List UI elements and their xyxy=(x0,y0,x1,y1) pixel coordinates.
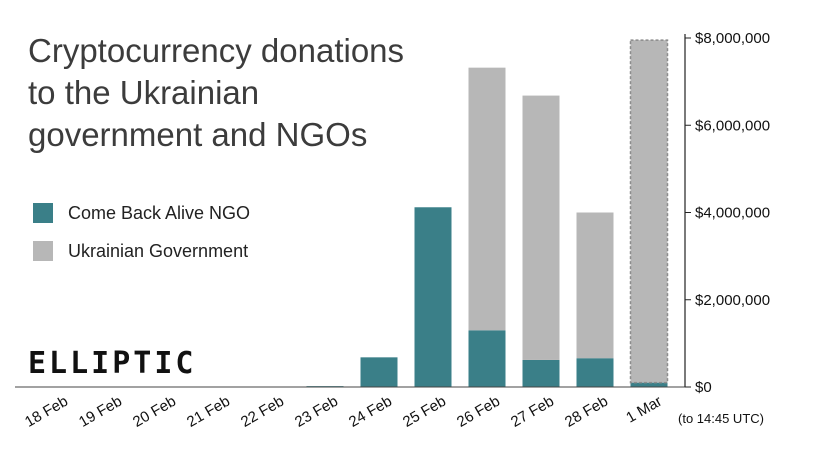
x-axis: 18 Feb 19 Feb 20 Feb 21 Feb 22 Feb 23 Feb 24 F… xyxy=(22,393,665,431)
legend-label-come-back-alive: Come Back Alive NGO xyxy=(68,203,250,223)
elliptic-logo: ELLIPTIC xyxy=(28,346,197,381)
bar-ukrainian-government-27-feb xyxy=(522,95,560,360)
x-tick-label: 28 Feb xyxy=(562,393,611,431)
x-tick-label: 25 Feb xyxy=(400,393,449,431)
x-axis-note: (to 14:45 UTC) xyxy=(678,411,764,426)
y-tick-label: $2,000,000 xyxy=(695,292,770,309)
y-tick-label: $6,000,000 xyxy=(695,117,770,134)
legend-label-ukrainian-government: Ukrainian Government xyxy=(68,241,248,261)
bar-ukrainian-government-26-feb xyxy=(468,67,506,331)
chart-title-line-3: government and NGOs xyxy=(28,116,367,153)
bar-come-back-alive-25-feb xyxy=(414,207,452,387)
y-tick-label: $0 xyxy=(695,379,712,396)
legend: Come Back Alive NGO Ukrainian Government xyxy=(33,203,250,261)
bar-come-back-alive-27-feb xyxy=(522,359,560,387)
chart-title-line-1: Cryptocurrency donations xyxy=(28,32,404,69)
x-tick-label: 21 Feb xyxy=(184,393,233,431)
x-tick-label: 1 Mar xyxy=(623,393,665,427)
y-tick-label: $8,000,000 xyxy=(695,30,770,47)
y-axis: $0 $2,000,000 $4,000,000 $6,000,000 $8,000,0… xyxy=(684,30,770,396)
legend-swatch-come-back-alive xyxy=(33,203,53,223)
bar-ukrainian-government-1-mar xyxy=(629,39,669,384)
x-tick-label: 20 Feb xyxy=(130,393,179,431)
x-tick-label: 27 Feb xyxy=(508,393,557,431)
y-tick-label: $4,000,000 xyxy=(695,205,770,222)
bars xyxy=(306,39,669,388)
x-tick-label: 22 Feb xyxy=(238,393,287,431)
bar-come-back-alive-1-mar xyxy=(630,382,668,387)
chart-title-line-2: to the Ukrainian xyxy=(28,74,259,111)
logo-text: ELLIPTIC xyxy=(28,346,197,381)
x-tick-label: 19 Feb xyxy=(76,393,125,431)
x-tick-label: 18 Feb xyxy=(22,393,71,431)
legend-swatch-ukrainian-government xyxy=(33,241,53,261)
bar-come-back-alive-24-feb xyxy=(360,357,398,387)
x-tick-label: 24 Feb xyxy=(346,393,395,431)
bar-come-back-alive-26-feb xyxy=(468,330,506,387)
bar-ukrainian-government-28-feb xyxy=(576,212,614,359)
x-tick-label: 26 Feb xyxy=(454,393,503,431)
bar-come-back-alive-28-feb xyxy=(576,358,614,387)
chart-title: Cryptocurrency donations to the Ukrainia… xyxy=(28,32,404,153)
x-tick-label: 23 Feb xyxy=(292,393,341,431)
